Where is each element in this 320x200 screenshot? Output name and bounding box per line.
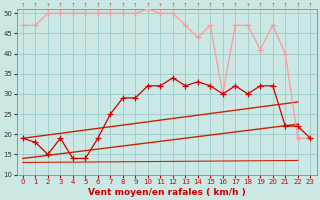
- X-axis label: Vent moyen/en rafales ( km/h ): Vent moyen/en rafales ( km/h ): [88, 188, 245, 197]
